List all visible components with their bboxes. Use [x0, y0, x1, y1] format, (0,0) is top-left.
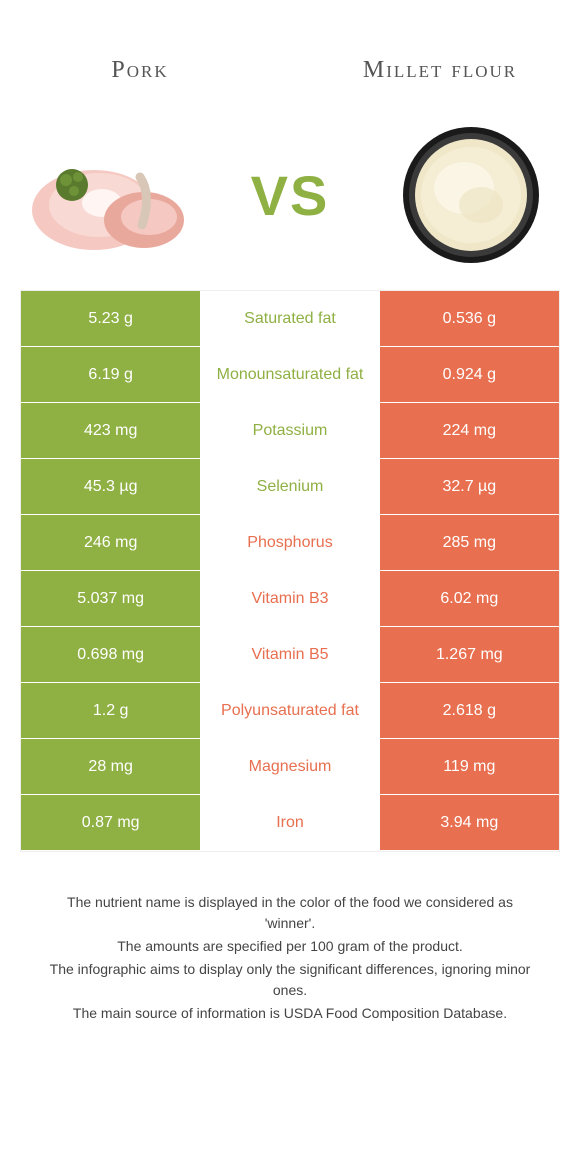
right-value-cell: 224 mg [380, 403, 559, 458]
table-row: 45.3 µgSelenium32.7 µg [21, 459, 559, 515]
right-value-cell: 0.536 g [380, 291, 559, 346]
nutrient-label-cell: Saturated fat [200, 291, 379, 346]
footer-line: The nutrient name is displayed in the co… [40, 892, 540, 934]
nutrient-label-cell: Phosphorus [200, 515, 379, 570]
left-value-cell: 0.698 mg [21, 627, 200, 682]
table-row: 5.037 mgVitamin B36.02 mg [21, 571, 559, 627]
right-value-cell: 2.618 g [380, 683, 559, 738]
right-value-cell: 3.94 mg [380, 795, 559, 850]
right-value-cell: 119 mg [380, 739, 559, 794]
right-value-cell: 1.267 mg [380, 627, 559, 682]
table-row: 1.2 gPolyunsaturated fat2.618 g [21, 683, 559, 739]
right-value-cell: 285 mg [380, 515, 559, 570]
right-food-title: Millet flour [340, 56, 540, 85]
nutrient-label-cell: Polyunsaturated fat [200, 683, 379, 738]
footer-notes: The nutrient name is displayed in the co… [0, 852, 580, 1024]
table-row: 6.19 gMonounsaturated fat0.924 g [21, 347, 559, 403]
right-value-cell: 0.924 g [380, 347, 559, 402]
left-value-cell: 5.037 mg [21, 571, 200, 626]
right-value-cell: 32.7 µg [380, 459, 559, 514]
nutrient-label-cell: Magnesium [200, 739, 379, 794]
left-value-cell: 1.2 g [21, 683, 200, 738]
left-value-cell: 246 mg [21, 515, 200, 570]
table-row: 423 mgPotassium224 mg [21, 403, 559, 459]
images-row: VS [0, 120, 580, 290]
left-value-cell: 6.19 g [21, 347, 200, 402]
footer-line: The main source of information is USDA F… [40, 1003, 540, 1024]
left-value-cell: 28 mg [21, 739, 200, 794]
table-row: 0.698 mgVitamin B51.267 mg [21, 627, 559, 683]
table-row: 246 mgPhosphorus285 mg [21, 515, 559, 571]
left-value-cell: 5.23 g [21, 291, 200, 346]
table-row: 28 mgMagnesium119 mg [21, 739, 559, 795]
right-value-cell: 6.02 mg [380, 571, 559, 626]
left-value-cell: 423 mg [21, 403, 200, 458]
footer-line: The amounts are specified per 100 gram o… [40, 936, 540, 957]
nutrient-table: 5.23 gSaturated fat0.536 g6.19 gMonounsa… [20, 290, 560, 852]
vs-label: VS [251, 163, 330, 228]
millet-flour-image [386, 120, 556, 270]
nutrient-label-cell: Monounsaturated fat [200, 347, 379, 402]
nutrient-label-cell: Potassium [200, 403, 379, 458]
header: Pork Millet flour [0, 0, 580, 120]
pork-image [24, 120, 194, 270]
nutrient-label-cell: Vitamin B3 [200, 571, 379, 626]
left-food-title: Pork [40, 56, 240, 85]
nutrient-label-cell: Vitamin B5 [200, 627, 379, 682]
nutrient-label-cell: Selenium [200, 459, 379, 514]
left-value-cell: 45.3 µg [21, 459, 200, 514]
left-value-cell: 0.87 mg [21, 795, 200, 850]
footer-line: The infographic aims to display only the… [40, 959, 540, 1001]
nutrient-label-cell: Iron [200, 795, 379, 850]
table-row: 5.23 gSaturated fat0.536 g [21, 291, 559, 347]
table-row: 0.87 mgIron3.94 mg [21, 795, 559, 851]
